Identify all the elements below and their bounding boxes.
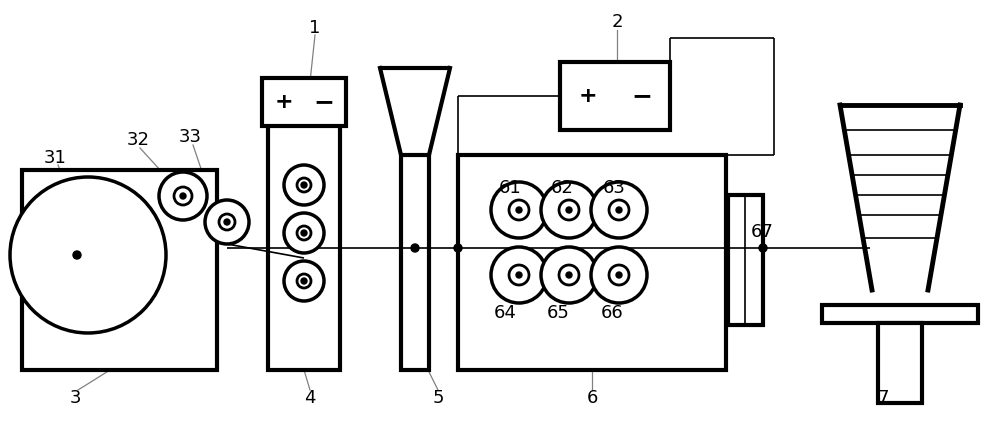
Circle shape (609, 200, 629, 220)
Text: 5: 5 (432, 389, 444, 407)
Text: 67: 67 (751, 223, 773, 241)
Circle shape (180, 193, 186, 199)
Circle shape (411, 244, 419, 252)
Circle shape (566, 207, 572, 213)
Bar (401, 155, 429, 370)
Circle shape (616, 207, 622, 213)
Circle shape (509, 265, 529, 285)
Circle shape (174, 187, 192, 205)
Circle shape (609, 265, 629, 285)
Bar (458, 155, 726, 370)
Circle shape (297, 274, 311, 288)
Circle shape (491, 182, 547, 238)
Circle shape (454, 244, 462, 252)
Circle shape (219, 214, 235, 230)
Circle shape (509, 200, 529, 220)
Circle shape (301, 278, 307, 284)
Text: 66: 66 (601, 304, 623, 322)
Circle shape (616, 272, 622, 278)
Text: 65: 65 (547, 304, 569, 322)
Bar (878, 323, 922, 403)
Circle shape (10, 177, 166, 333)
Circle shape (297, 178, 311, 192)
Circle shape (301, 230, 307, 236)
Text: 6: 6 (586, 389, 598, 407)
Circle shape (541, 182, 597, 238)
Text: 33: 33 (178, 128, 202, 146)
Text: +: + (275, 92, 293, 112)
Circle shape (516, 272, 522, 278)
Bar (822, 305, 978, 323)
Text: −: − (314, 90, 334, 114)
Circle shape (591, 247, 647, 303)
Text: 63: 63 (603, 179, 625, 197)
Text: 31: 31 (44, 149, 66, 167)
Circle shape (491, 247, 547, 303)
Circle shape (559, 265, 579, 285)
Bar (728, 195, 763, 325)
Circle shape (73, 251, 81, 259)
Bar (268, 125, 340, 370)
Circle shape (159, 172, 207, 220)
Text: 7: 7 (877, 389, 889, 407)
Circle shape (566, 272, 572, 278)
Circle shape (541, 247, 597, 303)
Circle shape (516, 207, 522, 213)
Text: 2: 2 (611, 13, 623, 31)
Circle shape (224, 219, 230, 225)
Text: 61: 61 (499, 179, 521, 197)
Bar (262, 78, 346, 126)
Circle shape (301, 182, 307, 188)
Bar (58, 210, 98, 305)
Circle shape (591, 182, 647, 238)
Text: 4: 4 (304, 389, 316, 407)
Circle shape (205, 200, 249, 244)
Text: 1: 1 (309, 19, 321, 37)
Text: 62: 62 (551, 179, 573, 197)
Text: 32: 32 (126, 131, 150, 149)
Bar (560, 62, 670, 130)
Circle shape (284, 261, 324, 301)
Text: −: − (632, 84, 652, 108)
Circle shape (759, 244, 767, 252)
Text: 64: 64 (494, 304, 516, 322)
Circle shape (284, 213, 324, 253)
Text: 3: 3 (69, 389, 81, 407)
Bar (22, 170, 217, 370)
Circle shape (559, 200, 579, 220)
Circle shape (297, 226, 311, 240)
Text: +: + (579, 86, 597, 106)
Circle shape (284, 165, 324, 205)
